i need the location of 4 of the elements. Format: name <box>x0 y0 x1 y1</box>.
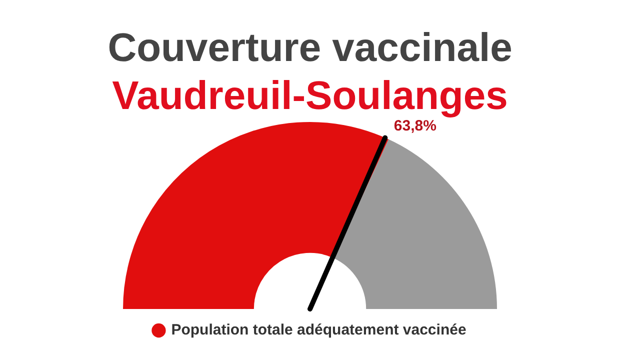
chart-subtitle: Vaudreuil-Soulanges <box>112 74 508 118</box>
chart-title: Couverture vaccinale <box>108 26 512 70</box>
legend-label: Population totale adéquatement vaccinée <box>171 322 466 339</box>
data-label: 63,8% <box>394 118 436 135</box>
